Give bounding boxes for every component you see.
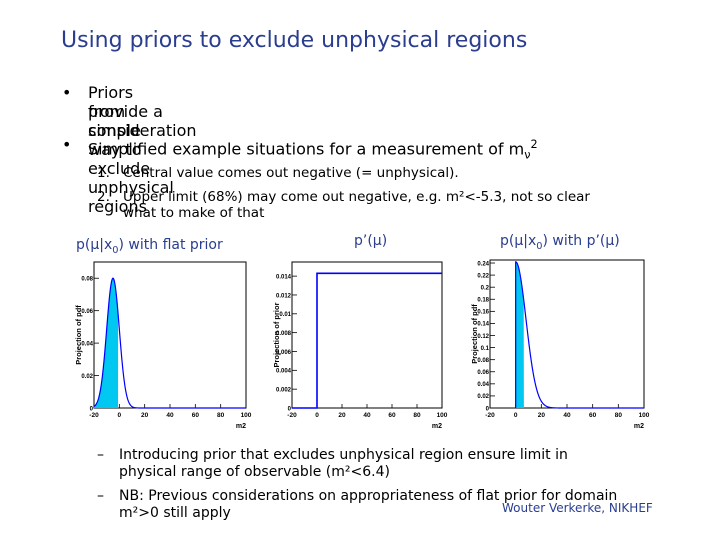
y-tick-label: 0.2 bbox=[481, 285, 490, 291]
x-tick-label: 100 bbox=[437, 412, 448, 419]
bullet-dot: • bbox=[62, 83, 72, 102]
y-tick-label: 0 bbox=[486, 406, 490, 412]
x-tick-label: 20 bbox=[141, 412, 149, 419]
dash-line2: m²>0 still apply bbox=[119, 505, 231, 521]
plot-frame bbox=[291, 261, 443, 409]
prior-step-line bbox=[292, 272, 442, 409]
item-line1: Central value comes out negative (= unph… bbox=[123, 165, 459, 181]
y-tick-label: 0.008 bbox=[276, 331, 292, 337]
slide-title: Using priors to exclude unphysical regio… bbox=[61, 28, 528, 53]
dash-line1: NB: Previous considerations on appropria… bbox=[119, 488, 618, 504]
y-tick-label: 0.01 bbox=[279, 312, 291, 318]
x-tick-label: 20 bbox=[538, 412, 546, 419]
y-tick-label: 0.014 bbox=[276, 274, 292, 280]
y-tick-label: 0.12 bbox=[477, 334, 489, 340]
y-tick-label: 0.22 bbox=[477, 273, 489, 279]
dash-mark: – bbox=[97, 488, 104, 504]
x-tick-label: 20 bbox=[338, 412, 346, 419]
plot-frame bbox=[489, 259, 645, 409]
x-tick-label: -20 bbox=[485, 412, 495, 419]
bullet-1-line1: Priors provide a simple way to exclude u… bbox=[88, 83, 174, 216]
y-tick-label: 0.002 bbox=[276, 387, 292, 393]
y-tick-label: 0.24 bbox=[477, 261, 489, 267]
item-line2: what to make of that bbox=[123, 205, 265, 221]
shaded-region bbox=[515, 261, 524, 408]
x-tick-label: 80 bbox=[615, 412, 623, 419]
y-tick-label: 0.18 bbox=[477, 298, 489, 304]
x-tick-label: 100 bbox=[639, 412, 650, 419]
bullet-dot: • bbox=[62, 135, 72, 154]
dash-line1: Introducing prior that excludes unphysic… bbox=[119, 447, 568, 463]
y-tick-label: 0.06 bbox=[81, 309, 93, 315]
x-tick-label: 40 bbox=[166, 412, 174, 419]
caption-prior: p’(μ) bbox=[354, 233, 388, 249]
y-tick-label: 0.06 bbox=[477, 370, 489, 376]
bullet-1-line2: from consideration bbox=[88, 102, 197, 140]
pdf-curve bbox=[515, 261, 644, 409]
y-axis-label: Projection of pdf bbox=[470, 304, 479, 364]
y-tick-label: 0 bbox=[288, 406, 292, 412]
y-axis-label: Projection of pdf bbox=[74, 305, 83, 365]
y-axis-label: Projection of prior bbox=[272, 302, 281, 367]
x-tick-label: 80 bbox=[413, 412, 421, 419]
y-tick-label: 0.08 bbox=[81, 277, 93, 283]
x-tick-label: 100 bbox=[241, 412, 252, 419]
item-number: 1. bbox=[97, 165, 110, 181]
caption-flat-prior: p(μ|x0) with flat prior bbox=[76, 237, 223, 256]
y-tick-label: 0.04 bbox=[81, 341, 93, 347]
x-tick-label: 60 bbox=[589, 412, 597, 419]
y-tick-label: 0.08 bbox=[477, 358, 489, 364]
x-tick-label: -20 bbox=[287, 412, 297, 419]
y-tick-label: 0.1 bbox=[481, 346, 490, 352]
y-tick-label: 0.02 bbox=[81, 374, 93, 380]
x-tick-label: 0 bbox=[118, 412, 122, 419]
y-tick-label: 0.004 bbox=[276, 369, 292, 375]
y-tick-label: 0.012 bbox=[276, 293, 292, 299]
x-tick-label: 60 bbox=[192, 412, 200, 419]
x-tick-label: 60 bbox=[388, 412, 396, 419]
dash-mark: – bbox=[97, 447, 104, 463]
x-axis-label: m2 bbox=[634, 423, 644, 430]
y-tick-label: 0.14 bbox=[477, 322, 489, 328]
y-tick-label: 0.04 bbox=[477, 382, 489, 388]
x-tick-label: 40 bbox=[563, 412, 571, 419]
x-tick-label: 0 bbox=[315, 412, 319, 419]
x-tick-label: 80 bbox=[217, 412, 225, 419]
y-tick-label: 0.16 bbox=[477, 310, 489, 316]
y-tick-label: 0.02 bbox=[477, 394, 489, 400]
dash-line2: physical range of observable (m²<6.4) bbox=[119, 464, 390, 480]
pdf-curve bbox=[93, 277, 246, 409]
bullet-2-text: Simplified example situations for a meas… bbox=[88, 138, 538, 162]
x-axis-label: m2 bbox=[236, 423, 246, 430]
x-axis-label: m2 bbox=[432, 423, 442, 430]
item-line1: Upper limit (68%) may come out negative,… bbox=[123, 189, 590, 205]
item-number: 2. bbox=[97, 189, 110, 205]
caption-posterior: p(μ|x0) with p’(μ) bbox=[500, 233, 620, 252]
y-tick-label: 0 bbox=[90, 406, 94, 412]
x-tick-label: -20 bbox=[89, 412, 99, 419]
y-tick-label: 0.006 bbox=[276, 350, 292, 356]
footer-author: Wouter Verkerke, NIKHEF bbox=[502, 501, 653, 515]
x-tick-label: 0 bbox=[514, 412, 518, 419]
x-tick-label: 40 bbox=[363, 412, 371, 419]
